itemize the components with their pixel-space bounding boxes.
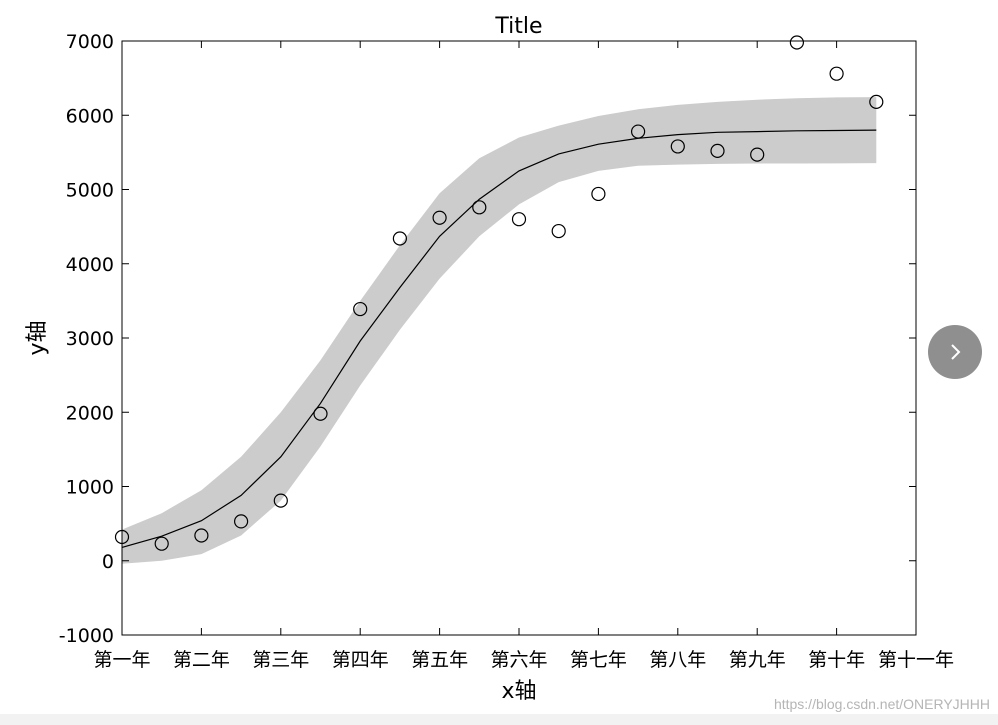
data-point <box>234 514 249 529</box>
y-tick-label: 5000 <box>66 180 114 202</box>
data-point <box>551 223 566 239</box>
footer-bar <box>0 714 998 725</box>
chevron-right-icon <box>951 344 961 360</box>
y-tick-label: 3000 <box>66 328 114 350</box>
watermark: https://blog.csdn.net/ONERYJHHH <box>773 696 990 712</box>
confidence-band <box>122 97 877 564</box>
data-point <box>789 35 805 50</box>
y-tick-label: 1000 <box>66 477 114 499</box>
data-point <box>353 301 368 317</box>
data-point <box>154 536 169 551</box>
fit-line-layer <box>121 129 877 548</box>
y-tick-label: 2000 <box>66 402 114 424</box>
x-tick-label: 第五年 <box>411 649 468 671</box>
x-tick-label: 第六年 <box>490 649 547 671</box>
y-axis: -1000 0 1000 2000 3000 4000 5000 6000 7000 <box>59 31 916 647</box>
x-tick-label: 第四年 <box>332 649 389 671</box>
x-tick-label: 第三年 <box>252 649 309 671</box>
y-tick-label: -1000 <box>59 625 114 647</box>
x-tick-label: 第八年 <box>649 649 706 671</box>
data-point <box>392 231 407 246</box>
x-tick-label: 第十一年 <box>878 649 954 671</box>
data-point <box>670 139 685 154</box>
x-tick-label: 第七年 <box>570 649 627 671</box>
x-tick-label: 第一年 <box>93 649 150 671</box>
fit-line <box>121 129 877 548</box>
x-axis: 第一年 第二年 第三年 第四年 第五年 第六年 第七年 第八年 第九年 第十年 第十一年 <box>93 41 954 671</box>
x-axis-label: x轴 <box>501 679 536 704</box>
data-point <box>511 212 527 227</box>
x-tick-label: 第二年 <box>173 649 230 671</box>
data-point <box>630 124 646 139</box>
data-points-layer <box>114 35 884 551</box>
data-point <box>273 493 288 508</box>
y-tick-label: 6000 <box>66 105 114 127</box>
data-point <box>750 147 765 162</box>
chart-title: Title <box>494 14 542 39</box>
data-point <box>710 143 725 158</box>
data-point <box>829 66 844 81</box>
data-point <box>472 200 487 215</box>
x-tick-label: 第九年 <box>729 649 786 671</box>
data-point <box>432 210 447 225</box>
y-axis-label: y轴 <box>25 320 50 355</box>
confidence-band-layer <box>122 97 877 564</box>
data-point <box>194 528 209 543</box>
next-slide-button[interactable] <box>928 325 982 379</box>
data-point <box>313 406 328 421</box>
y-tick-label: 4000 <box>66 254 114 276</box>
y-tick-label: 7000 <box>66 31 114 53</box>
x-tick-label: 第十年 <box>808 649 865 671</box>
data-point <box>591 186 606 202</box>
data-point <box>869 94 884 109</box>
y-tick-label: 0 <box>102 551 114 573</box>
